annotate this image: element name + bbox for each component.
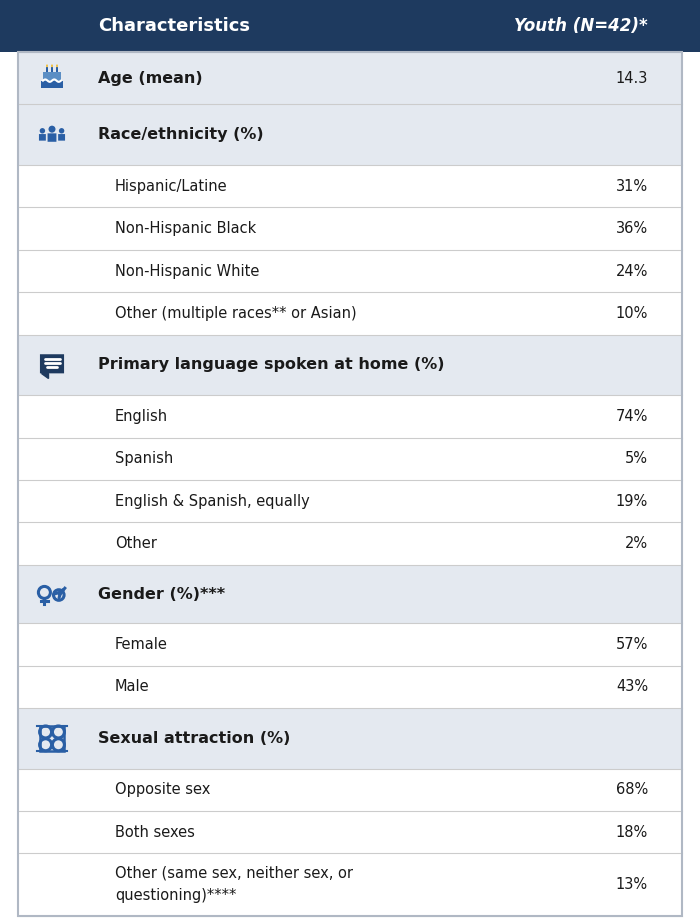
Bar (18, 811, 682, 854)
Text: Race/ethnicity (%): Race/ethnicity (%) (98, 128, 264, 142)
Text: Non-Hispanic White: Non-Hispanic White (115, 263, 260, 278)
Bar (40, 726, 64, 751)
Bar (43, 72, 61, 80)
Text: 43%: 43% (616, 679, 648, 694)
Text: Characteristics: Characteristics (98, 17, 250, 35)
Bar (18, 104, 682, 165)
Text: Male: Male (115, 679, 150, 694)
Text: 57%: 57% (615, 637, 648, 652)
Text: 74%: 74% (615, 409, 648, 424)
Text: 13%: 13% (616, 877, 648, 893)
Ellipse shape (56, 65, 58, 67)
Text: Sexual attraction (%): Sexual attraction (%) (98, 731, 290, 746)
Text: Female: Female (115, 637, 168, 652)
Text: 14.3: 14.3 (615, 71, 648, 86)
Bar (18, 292, 682, 334)
Ellipse shape (46, 65, 48, 67)
Text: 24%: 24% (615, 263, 648, 278)
Bar (18, 249, 682, 292)
Bar (18, 769, 682, 811)
Bar (18, 708, 682, 769)
Circle shape (48, 126, 55, 133)
Bar (18, 480, 682, 522)
FancyBboxPatch shape (48, 133, 57, 141)
Text: 10%: 10% (615, 306, 648, 321)
Bar (18, 165, 682, 208)
Bar (51, 67, 53, 72)
Ellipse shape (51, 65, 53, 67)
Text: 68%: 68% (616, 783, 648, 797)
Bar (18, 52, 682, 104)
Bar (18, 624, 682, 665)
Text: Age (mean): Age (mean) (98, 71, 202, 86)
Bar (18, 208, 682, 249)
Bar (0, 0, 700, 52)
Text: Gender (%)⁠***: Gender (%)⁠*** (98, 587, 225, 602)
Text: 18%: 18% (616, 825, 648, 840)
Text: 2%: 2% (625, 536, 648, 551)
Text: Other: Other (115, 536, 157, 551)
Text: 31%: 31% (616, 178, 648, 194)
FancyBboxPatch shape (58, 134, 65, 140)
Text: Non-Hispanic Black: Non-Hispanic Black (115, 221, 256, 237)
Circle shape (59, 128, 64, 134)
Text: Both sexes: Both sexes (115, 825, 195, 840)
Text: Other (same sex, neither sex, or: Other (same sex, neither sex, or (115, 866, 353, 881)
Bar (18, 522, 682, 565)
Circle shape (40, 128, 45, 134)
Text: 5%: 5% (625, 451, 648, 467)
Text: 36%: 36% (616, 221, 648, 237)
Text: Spanish: Spanish (115, 451, 174, 467)
Text: Primary language spoken at home (%): Primary language spoken at home (%) (98, 358, 444, 372)
FancyBboxPatch shape (39, 134, 46, 140)
FancyBboxPatch shape (40, 354, 64, 373)
Text: Other (multiple races** or Asian): Other (multiple races** or Asian) (115, 306, 356, 321)
Bar (46, 67, 48, 72)
Bar (18, 665, 682, 708)
Bar (18, 438, 682, 480)
Bar (18, 565, 682, 624)
Bar (41, 80, 63, 89)
Bar (18, 334, 682, 395)
Text: Youth (N=42)*: Youth (N=42)* (514, 17, 648, 35)
Bar (56, 67, 58, 72)
Text: Hispanic/Latine: Hispanic/Latine (115, 178, 228, 194)
Bar (18, 854, 682, 916)
Text: 19%: 19% (616, 493, 648, 508)
Polygon shape (41, 373, 48, 379)
Bar (18, 395, 682, 438)
Text: Opposite sex: Opposite sex (115, 783, 211, 797)
Text: questioning)****: questioning)**** (115, 889, 237, 904)
Text: English & Spanish, equally: English & Spanish, equally (115, 493, 309, 508)
Text: English: English (115, 409, 168, 424)
